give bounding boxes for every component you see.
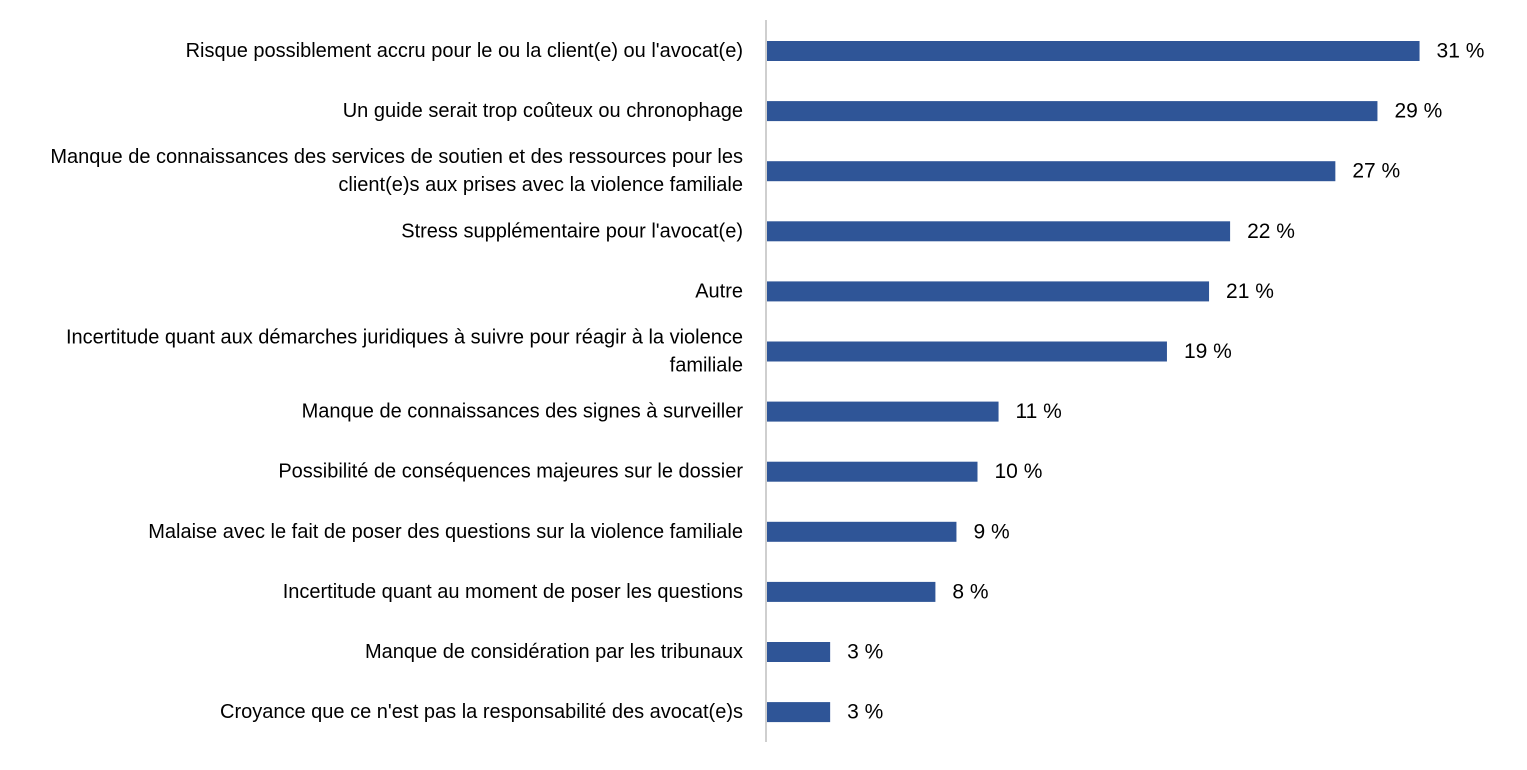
category-labels-group: Risque possiblement accru pour le ou la … <box>50 40 743 723</box>
category-label: Manque de considération par les tribunau… <box>365 641 743 663</box>
bar <box>767 281 1210 302</box>
bar <box>767 341 1167 362</box>
category-label: Incertitude quant aux démarches juridiqu… <box>66 327 743 377</box>
bar <box>767 161 1336 182</box>
category-label: Stress supplémentaire pour l'avocat(e) <box>401 220 743 242</box>
value-label: 31 % <box>1437 40 1485 63</box>
category-label: Manque de connaissances des signes à sur… <box>302 401 744 423</box>
value-label: 9 % <box>973 520 1009 543</box>
category-label: Malaise avec le fait de poser des questi… <box>148 521 743 543</box>
bar <box>767 521 957 542</box>
bars-group <box>767 41 1420 723</box>
category-label: Un guide serait trop coûteux ou chronoph… <box>343 100 743 122</box>
category-label: Autre <box>695 280 743 302</box>
value-label: 10 % <box>995 460 1043 483</box>
category-label: Risque possiblement accru pour le ou la … <box>186 40 743 62</box>
bar <box>767 221 1231 242</box>
value-label: 19 % <box>1184 340 1232 363</box>
bar <box>767 461 978 482</box>
value-label: 3 % <box>847 641 883 664</box>
category-label: Manque de connaissances des services de … <box>50 146 743 196</box>
value-label: 11 % <box>1016 400 1062 423</box>
category-label: Incertitude quant au moment de poser les… <box>283 581 743 603</box>
value-label: 3 % <box>847 701 883 724</box>
bar <box>767 642 831 662</box>
bar <box>767 702 831 723</box>
value-labels-group: 31 % 29 % 27 % 22 % 21 % 19 % 11 % 10 % 9 % 8 % 3 … <box>847 40 1484 724</box>
value-label: 8 % <box>952 580 988 603</box>
category-label: Possibilité de conséquences majeures sur… <box>278 461 743 483</box>
value-label: 22 % <box>1247 220 1295 243</box>
category-label: Croyance que ce n'est pas la responsabil… <box>220 701 743 723</box>
value-label: 21 % <box>1226 280 1274 303</box>
bar <box>767 101 1378 122</box>
value-label: 29 % <box>1394 100 1442 123</box>
bar <box>767 401 999 422</box>
bar <box>767 581 936 602</box>
bar <box>767 41 1420 61</box>
value-label: 27 % <box>1352 160 1400 183</box>
